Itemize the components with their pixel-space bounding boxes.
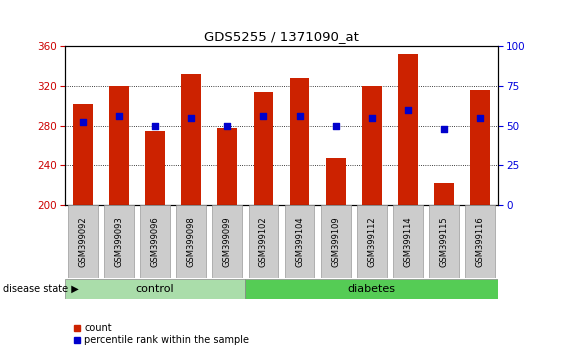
Point — [78, 120, 87, 125]
Text: GSM399109: GSM399109 — [331, 216, 340, 267]
Bar — [289, 78, 310, 205]
Bar — [393, 205, 423, 278]
Bar — [140, 205, 170, 278]
Bar — [249, 205, 278, 278]
Text: GSM399104: GSM399104 — [295, 216, 304, 267]
Bar — [470, 90, 490, 205]
Bar — [321, 205, 351, 278]
Bar — [326, 158, 346, 205]
Point — [440, 126, 449, 132]
Bar — [217, 128, 237, 205]
Bar — [176, 205, 206, 278]
Bar — [253, 92, 274, 205]
Point — [331, 123, 340, 129]
Bar — [104, 205, 134, 278]
Point — [476, 115, 485, 120]
Text: GSM399093: GSM399093 — [114, 216, 123, 267]
Text: GSM399099: GSM399099 — [223, 216, 232, 267]
Text: GSM399096: GSM399096 — [150, 216, 159, 267]
Text: GSM399102: GSM399102 — [259, 216, 268, 267]
Bar — [429, 205, 459, 278]
Point — [259, 113, 268, 119]
Bar — [145, 131, 165, 205]
Bar — [73, 104, 93, 205]
Point — [114, 113, 123, 119]
Point — [295, 113, 304, 119]
Point — [404, 107, 413, 113]
Point — [223, 123, 232, 129]
Bar — [362, 86, 382, 205]
Bar — [109, 86, 129, 205]
Text: GSM399098: GSM399098 — [187, 216, 196, 267]
Text: control: control — [136, 284, 175, 294]
Bar — [245, 279, 498, 299]
Bar — [212, 205, 242, 278]
Bar — [466, 205, 495, 278]
Text: GSM399112: GSM399112 — [367, 216, 376, 267]
Bar — [434, 183, 454, 205]
Bar — [181, 74, 201, 205]
Text: GSM399116: GSM399116 — [476, 216, 485, 267]
Bar — [65, 279, 245, 299]
Title: GDS5255 / 1371090_at: GDS5255 / 1371090_at — [204, 30, 359, 44]
Bar — [68, 205, 97, 278]
Point — [150, 123, 159, 129]
Point — [367, 115, 376, 120]
Bar — [357, 205, 387, 278]
Text: GSM399115: GSM399115 — [440, 216, 449, 267]
Text: diabetes: diabetes — [348, 284, 396, 294]
Text: GSM399114: GSM399114 — [404, 216, 413, 267]
Bar — [285, 205, 314, 278]
Point — [187, 115, 196, 120]
Legend: count, percentile rank within the sample: count, percentile rank within the sample — [70, 319, 253, 349]
Text: disease state ▶: disease state ▶ — [3, 284, 79, 294]
Text: GSM399092: GSM399092 — [78, 216, 87, 267]
Bar — [398, 54, 418, 205]
